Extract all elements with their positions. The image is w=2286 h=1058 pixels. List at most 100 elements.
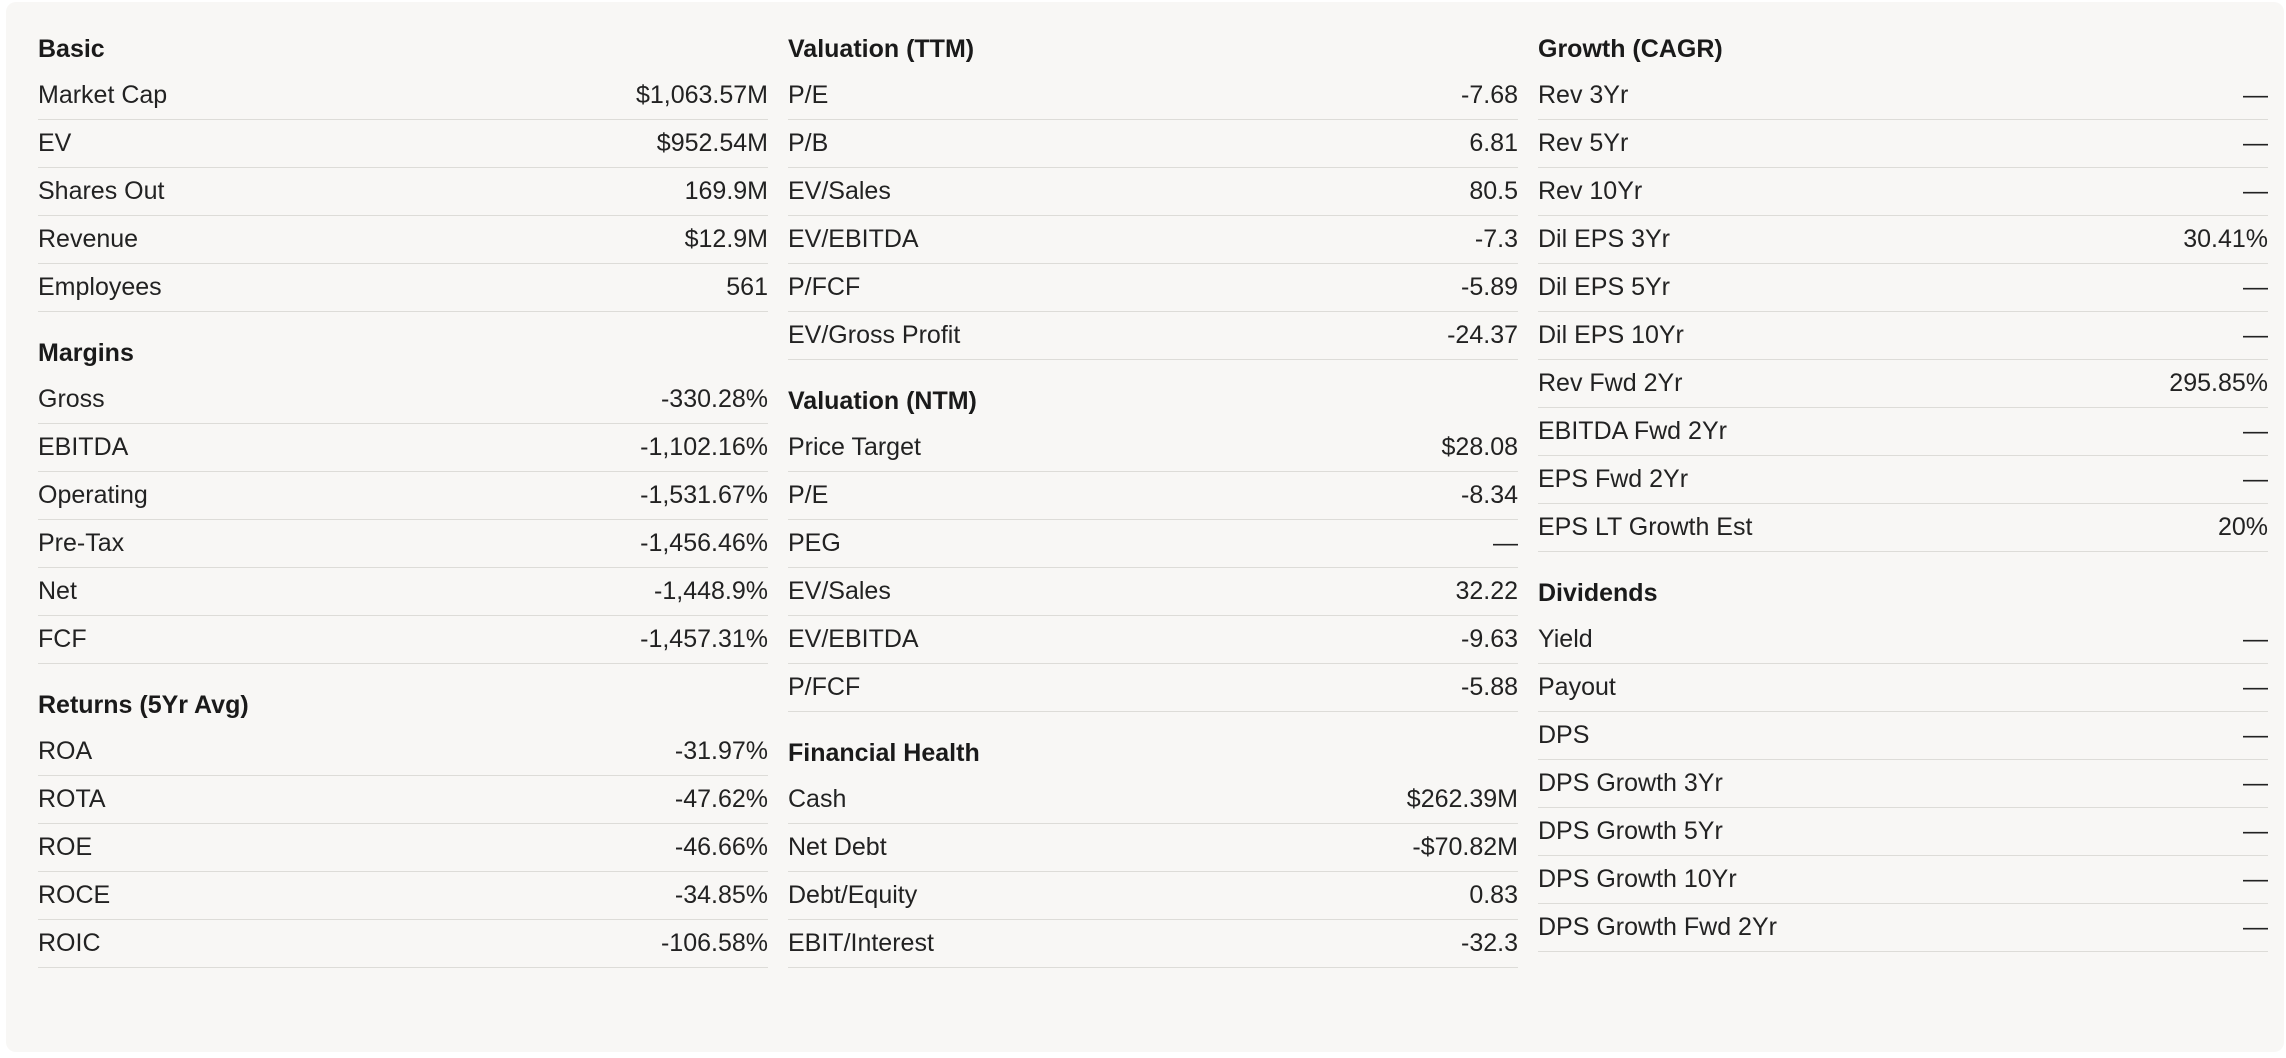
- stat-value: -24.37: [1447, 321, 1518, 349]
- stat-value: —: [2243, 865, 2268, 893]
- section-growth-cagr: Growth (CAGR) Rev 3Yr — Rev 5Yr — Rev 10Yr — Di…: [1538, 26, 2268, 552]
- stat-label: P/FCF: [788, 673, 861, 701]
- stat-row-shares-out: Shares Out 169.9M: [38, 168, 768, 216]
- stat-value: -1,102.16%: [640, 433, 768, 461]
- stat-label: EV/EBITDA: [788, 225, 919, 253]
- stat-label: DPS Growth 3Yr: [1538, 769, 1723, 797]
- section-valuation-ttm: Valuation (TTM) P/E -7.68 P/B 6.81 EV/Sales 80…: [788, 26, 1518, 360]
- stat-value: -$70.82M: [1412, 833, 1518, 861]
- stat-value: -1,448.9%: [654, 577, 768, 605]
- stat-row-dil-eps-10yr: Dil EPS 10Yr —: [1538, 312, 2268, 360]
- stat-row-market-cap: Market Cap $1,063.57M: [38, 72, 768, 120]
- stat-row-ebitda-fwd-2yr: EBITDA Fwd 2Yr —: [1538, 408, 2268, 456]
- stat-value: -46.66%: [674, 833, 768, 861]
- stat-label: ROCE: [38, 881, 111, 909]
- stat-row-dil-eps-3yr: Dil EPS 3Yr 30.41%: [1538, 216, 2268, 264]
- stat-row-cash: Cash $262.39M: [788, 776, 1518, 824]
- stat-row-payout: Payout —: [1538, 664, 2268, 712]
- stat-row-p-b: P/B 6.81: [788, 120, 1518, 168]
- stat-value: —: [2243, 913, 2268, 941]
- stat-value: -106.58%: [660, 929, 768, 957]
- stat-label: EBITDA Fwd 2Yr: [1538, 417, 1727, 445]
- stat-row-pre-tax: Pre-Tax -1,456.46%: [38, 520, 768, 568]
- stat-row-p-e: P/E -8.34: [788, 472, 1518, 520]
- stat-row-debt-equity: Debt/Equity 0.83: [788, 872, 1518, 920]
- stat-row-p-fcf: P/FCF -5.88: [788, 664, 1518, 712]
- stat-label: EV/Sales: [788, 177, 891, 205]
- stat-label: EPS Fwd 2Yr: [1538, 465, 1689, 493]
- stat-label: Dil EPS 10Yr: [1538, 321, 1684, 349]
- stat-label: Cash: [788, 785, 847, 813]
- stat-row-ebitda: EBITDA -1,102.16%: [38, 424, 768, 472]
- stat-row-yield: Yield —: [1538, 616, 2268, 664]
- stat-row-gross: Gross -330.28%: [38, 376, 768, 424]
- stat-value: -1,457.31%: [640, 625, 768, 653]
- stat-value: $952.54M: [656, 129, 768, 157]
- stat-label: Gross: [38, 385, 105, 413]
- stat-label: ROE: [38, 833, 93, 861]
- section-margins: Margins Gross -330.28% EBITDA -1,102.16% Oper…: [38, 330, 768, 664]
- stat-value: -34.85%: [674, 881, 768, 909]
- stat-row-fcf: FCF -1,457.31%: [38, 616, 768, 664]
- section-title: Returns (5Yr Avg): [38, 691, 249, 719]
- stat-label: Market Cap: [38, 81, 168, 109]
- stat-label: Dil EPS 5Yr: [1538, 273, 1670, 301]
- section-title: Valuation (NTM): [788, 387, 977, 415]
- stats-column: Growth (CAGR) Rev 3Yr — Rev 5Yr — Rev 10Yr — Di…: [1538, 26, 2268, 952]
- stat-value: —: [2243, 625, 2268, 653]
- stat-value: 20%: [2217, 513, 2268, 541]
- stat-row-operating: Operating -1,531.67%: [38, 472, 768, 520]
- stat-row-rota: ROTA -47.62%: [38, 776, 768, 824]
- stat-label: Payout: [1538, 673, 1616, 701]
- stat-value: —: [2243, 817, 2268, 845]
- stat-value: 30.41%: [2183, 225, 2268, 253]
- stat-label: Net Debt: [788, 833, 887, 861]
- stat-label: ROTA: [38, 785, 106, 813]
- stat-label: Rev 5Yr: [1538, 129, 1629, 157]
- stat-value: —: [2243, 465, 2268, 493]
- stat-value: —: [2243, 417, 2268, 445]
- stat-value: —: [2243, 273, 2268, 301]
- stat-row-dps-growth-fwd-2yr: DPS Growth Fwd 2Yr —: [1538, 904, 2268, 952]
- stat-row-ev-ebitda: EV/EBITDA -7.3: [788, 216, 1518, 264]
- stat-label: P/FCF: [788, 273, 861, 301]
- stat-value: —: [2243, 129, 2268, 157]
- stat-value: —: [2243, 177, 2268, 205]
- stat-value: —: [2243, 81, 2268, 109]
- stat-value: 295.85%: [2169, 369, 2268, 397]
- stat-value: 80.5: [1469, 177, 1518, 205]
- stat-value: —: [2243, 321, 2268, 349]
- stat-row-employees: Employees 561: [38, 264, 768, 312]
- stat-row-roa: ROA -31.97%: [38, 728, 768, 776]
- section-financial-health: Financial Health Cash $262.39M Net Debt -$70…: [788, 730, 1518, 968]
- stat-label: DPS Growth 5Yr: [1538, 817, 1723, 845]
- section-title: Dividends: [1538, 579, 1658, 607]
- stat-row-net: Net -1,448.9%: [38, 568, 768, 616]
- stat-label: Operating: [38, 481, 148, 509]
- section-title: Valuation (TTM): [788, 35, 975, 63]
- stat-value: —: [1493, 529, 1518, 557]
- stat-value: 32.22: [1455, 577, 1518, 605]
- stat-value: -9.63: [1461, 625, 1518, 653]
- stats-column: Basic Market Cap $1,063.57M EV $952.54M Share…: [38, 26, 768, 968]
- stat-value: $28.08: [1441, 433, 1518, 461]
- key-stats-panel: Basic Market Cap $1,063.57M EV $952.54M Share…: [6, 2, 2284, 1052]
- stat-value: -31.97%: [674, 737, 768, 765]
- stat-row-ebit-interest: EBIT/Interest -32.3: [788, 920, 1518, 968]
- stat-label: Rev 10Yr: [1538, 177, 1643, 205]
- stat-row-eps-lt-growth-est: EPS LT Growth Est 20%: [1538, 504, 2268, 552]
- stats-column: Valuation (TTM) P/E -7.68 P/B 6.81 EV/Sales 80…: [788, 26, 1518, 968]
- stat-label: EV: [38, 129, 72, 157]
- stat-row-price-target: Price Target $28.08: [788, 424, 1518, 472]
- stat-label: P/E: [788, 481, 829, 509]
- stat-row-roe: ROE -46.66%: [38, 824, 768, 872]
- stat-value: -47.62%: [674, 785, 768, 813]
- section-title: Financial Health: [788, 739, 980, 767]
- stat-value: $262.39M: [1406, 785, 1518, 813]
- stat-row-net-debt: Net Debt -$70.82M: [788, 824, 1518, 872]
- stat-label: ROIC: [38, 929, 101, 957]
- stat-value: 561: [726, 273, 768, 301]
- stat-row-dps-growth-3yr: DPS Growth 3Yr —: [1538, 760, 2268, 808]
- stat-label: EV/Gross Profit: [788, 321, 961, 349]
- stat-row-revenue: Revenue $12.9M: [38, 216, 768, 264]
